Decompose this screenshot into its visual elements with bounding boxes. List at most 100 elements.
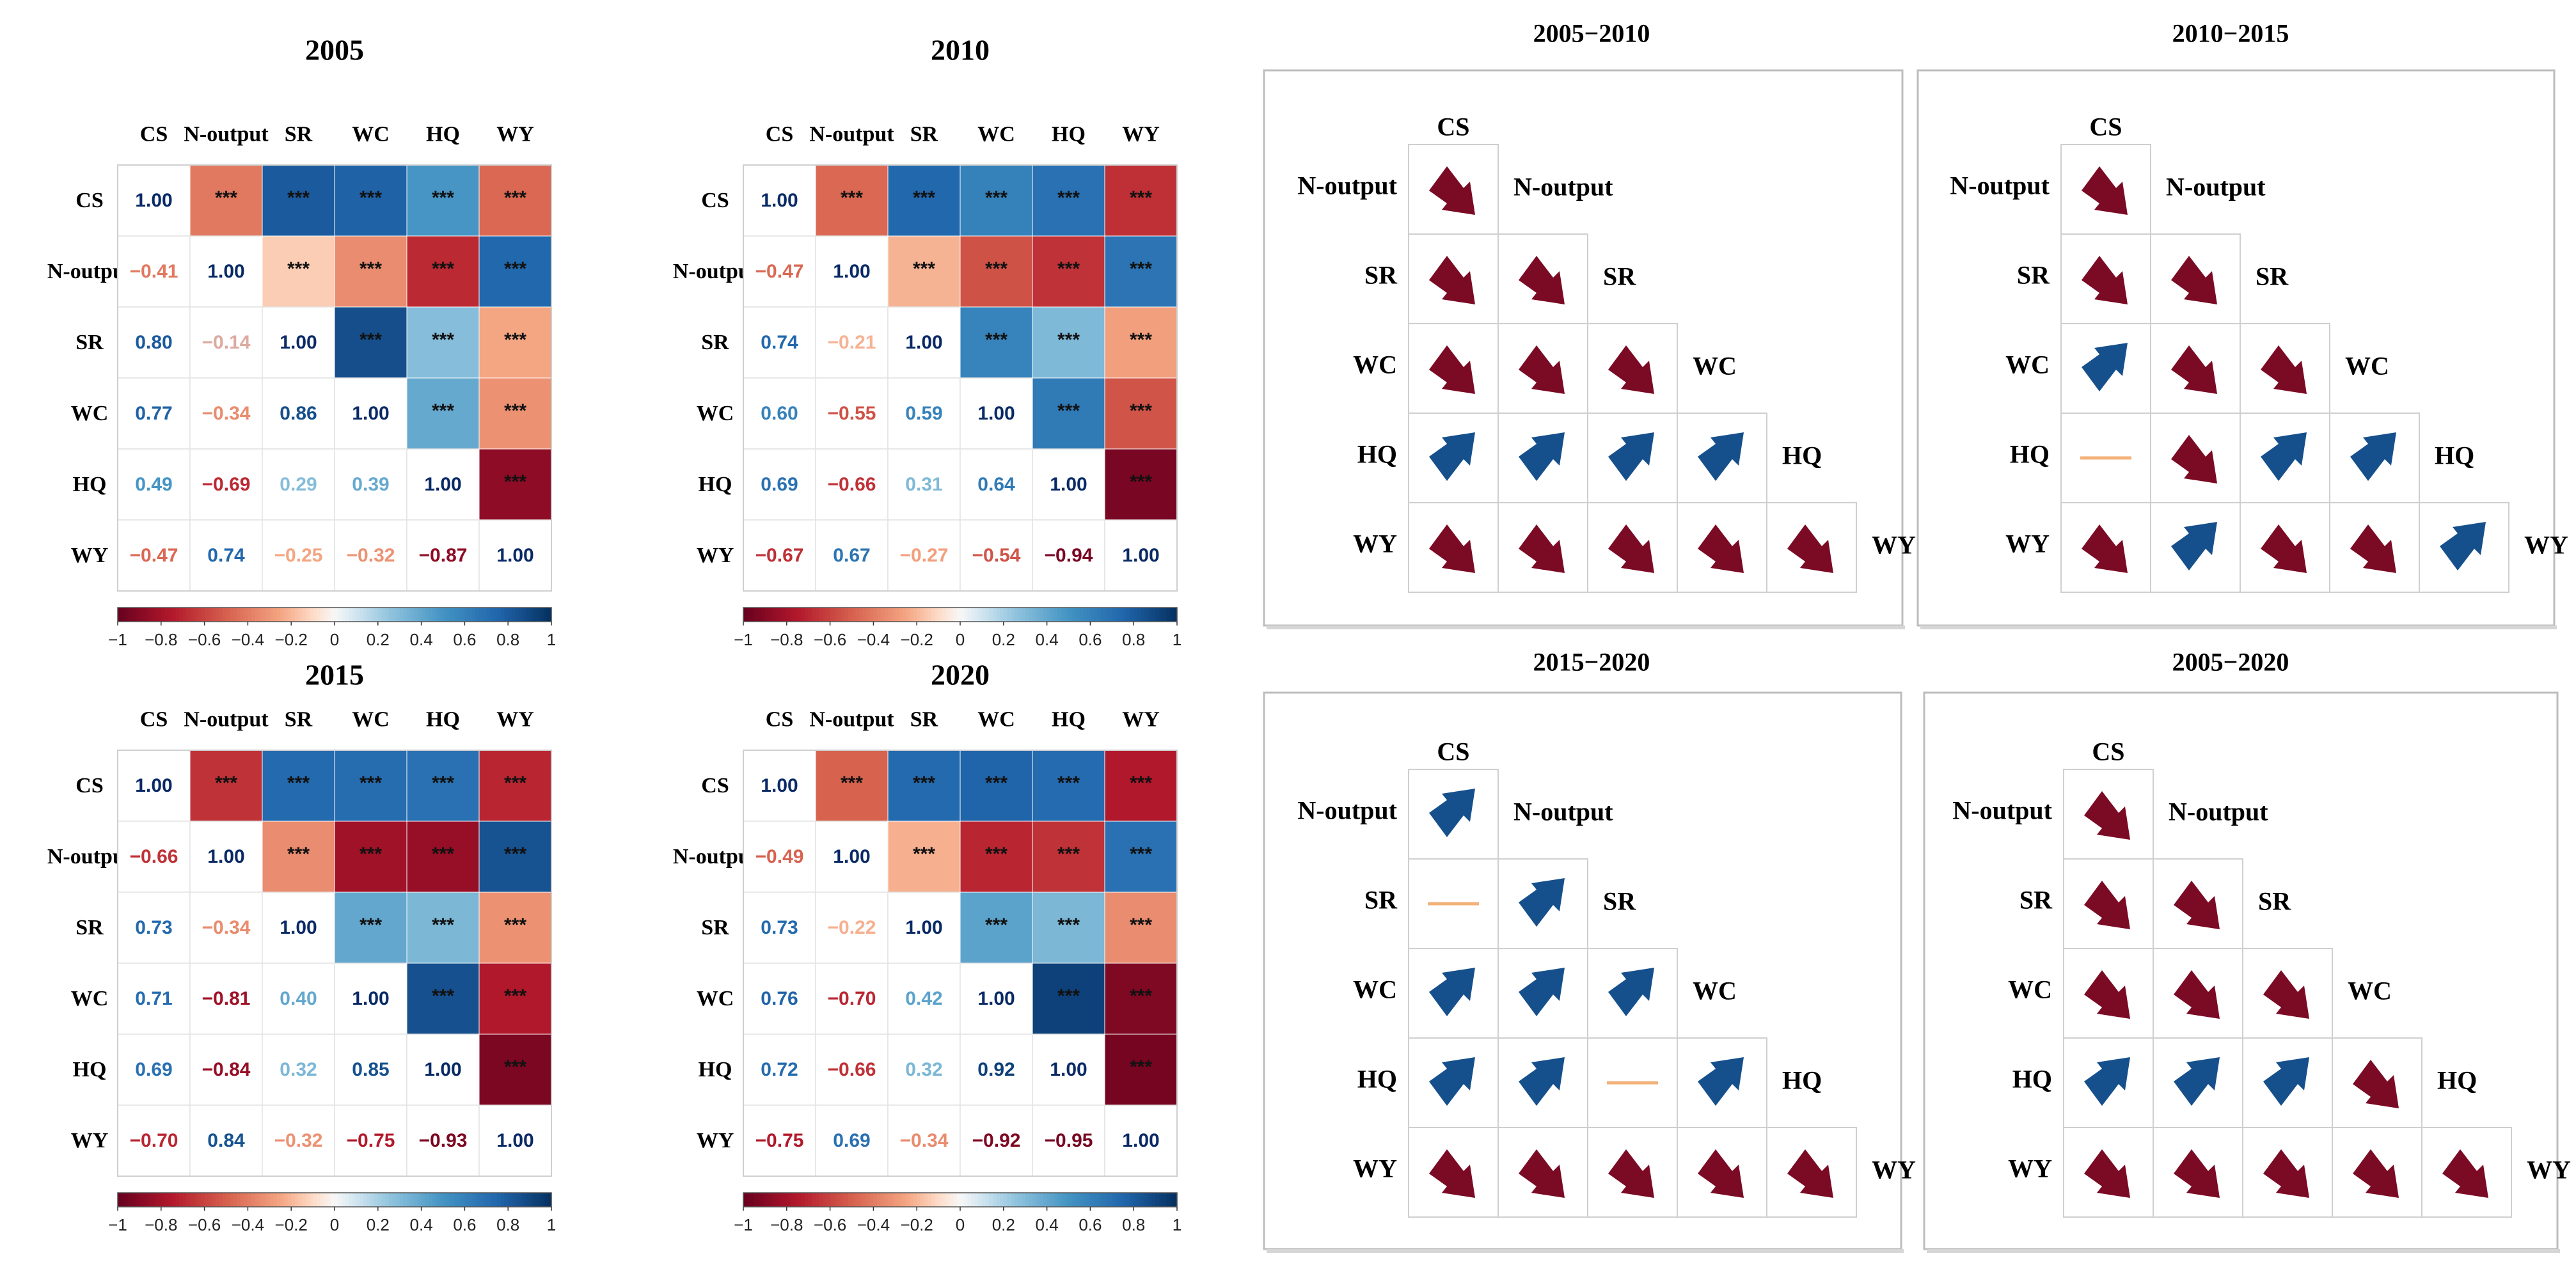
colorbar-segment [1158, 1193, 1163, 1207]
colorbar-segment [305, 608, 310, 622]
colorbar-segment [269, 1193, 274, 1207]
trend-diagonal-label: WC [1693, 977, 1737, 1005]
colorbar-segment [989, 608, 993, 622]
colorbar-segment [200, 1193, 205, 1207]
trend-label: CS [2092, 737, 2124, 766]
correlation-value: 1.00 [833, 846, 870, 867]
row-label: SR [701, 331, 729, 354]
colorbar-segment [244, 608, 248, 622]
significance-mark: *** [504, 915, 526, 936]
colorbar-segment [981, 1193, 986, 1207]
colorbar-tick-label: 1 [1173, 1215, 1181, 1234]
colorbar-segment [808, 1193, 812, 1207]
trend-diagonal-label: N-output [1513, 798, 1613, 826]
arrow-up-right-icon [1429, 968, 1475, 1016]
colorbar-segment [1162, 608, 1167, 622]
colorbar-segment [241, 1193, 245, 1207]
correlation-value: −0.94 [1045, 545, 1093, 566]
colorbar-segment [255, 1193, 259, 1207]
heatmap-cell [262, 235, 335, 308]
colorbar-segment [855, 1193, 860, 1207]
trend-row-label: HQ [2012, 1065, 2052, 1094]
correlation-value: 0.69 [833, 1130, 870, 1151]
arrow-shape [2082, 166, 2128, 215]
colorbar-segment [816, 608, 820, 622]
colorbar-segment [283, 1193, 288, 1207]
colorbar-segment [425, 608, 429, 622]
colorbar-segment [219, 608, 223, 622]
correlation-value: −0.66 [130, 846, 178, 867]
colorbar-segment [464, 608, 469, 622]
colorbar-segment [511, 608, 516, 622]
colorbar-segment [407, 1193, 411, 1207]
colorbar-segment [504, 608, 509, 622]
colorbar-segment [482, 608, 487, 622]
column-label: SR [285, 708, 313, 732]
colorbar-segment [385, 1193, 390, 1207]
arrow-shape [2353, 1149, 2399, 1198]
colorbar-segment [436, 1193, 440, 1207]
arrow-shape [2174, 970, 2220, 1019]
colorbar-segment [537, 1193, 541, 1207]
colorbar-tick-label: −1 [734, 630, 753, 649]
arrow-shape [1519, 1057, 1565, 1106]
colorbar-segment [928, 608, 932, 622]
heatmap-cell [334, 1105, 407, 1177]
colorbar-segment [475, 1193, 480, 1207]
trend-diagonal-label: SR [1603, 262, 1636, 291]
colorbar-segment [226, 608, 230, 622]
colorbar-segment [403, 1193, 407, 1207]
colorbar-segment [1141, 1193, 1145, 1207]
row-label: SR [75, 331, 104, 354]
arrow-down-right-icon [2084, 1149, 2130, 1198]
colorbar-segment [888, 1193, 892, 1207]
colorbar-segment [1000, 1193, 1004, 1207]
heatmap-cell [743, 1034, 816, 1106]
colorbar-segment [291, 1193, 296, 1207]
heatmap-cell [815, 306, 889, 379]
colorbar-tick-label: −0.4 [232, 630, 264, 649]
colorbar-segment [175, 608, 180, 622]
colorbar-segment [519, 1193, 523, 1207]
colorbar-segment [421, 1193, 425, 1207]
colorbar-segment [273, 608, 278, 622]
colorbar-tick-label: 0 [330, 630, 339, 649]
colorbar-segment [171, 1193, 176, 1207]
colorbar-segment [233, 608, 238, 622]
column-label: N-output [809, 708, 894, 732]
correlation-value: −0.14 [202, 332, 251, 353]
row-label: SR [75, 916, 104, 940]
colorbar-segment [880, 1193, 885, 1207]
heatmap-cell [960, 750, 1033, 822]
arrow-down-right-icon [1519, 345, 1565, 394]
colorbar-tick-label: 1 [1173, 630, 1181, 649]
colorbar-segment [493, 1193, 498, 1207]
colorbar-segment [866, 608, 871, 622]
panel-shadow [1267, 1249, 1904, 1253]
colorbar-segment [193, 608, 198, 622]
colorbar-segment [834, 608, 838, 622]
correlation-value: 0.39 [352, 474, 389, 495]
colorbar-tick-label: −0.8 [145, 630, 177, 649]
row-label: WC [697, 402, 734, 425]
colorbar-segment [370, 1193, 375, 1207]
colorbar-segment [219, 1193, 223, 1207]
colorbar-segment [996, 1193, 1000, 1207]
colorbar-segment [468, 608, 473, 622]
colorbar-segment [1173, 608, 1178, 622]
colorbar-segment [508, 608, 512, 622]
colorbar-segment [146, 1193, 151, 1207]
arrow-shape [2171, 522, 2217, 570]
colorbar-segment [302, 608, 306, 622]
colorbar-segment [1007, 608, 1011, 622]
colorbar-segment [956, 608, 961, 622]
colorbar-tick-label: 1 [547, 1215, 556, 1234]
colorbar-segment [862, 1193, 867, 1207]
heatmap-cell [1104, 1105, 1178, 1177]
trend-row-label: N-output [1950, 171, 2050, 200]
correlation-value: −0.22 [828, 917, 876, 938]
colorbar-segment [1022, 1193, 1026, 1207]
colorbar-segment [125, 608, 129, 622]
colorbar-segment [949, 1193, 954, 1207]
colorbar-segment [1029, 608, 1033, 622]
